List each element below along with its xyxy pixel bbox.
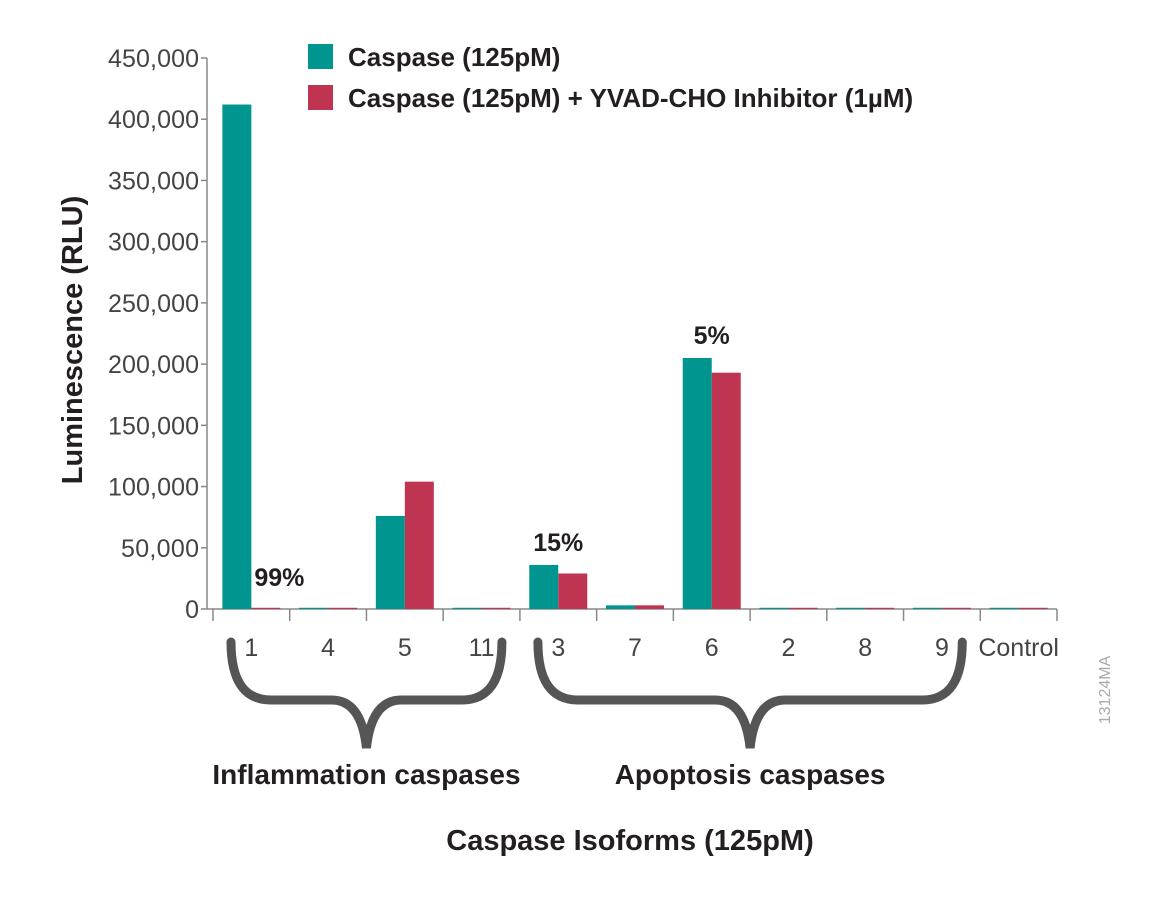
y-tick-label: 300,000 — [108, 229, 199, 257]
y-tick-label: 100,000 — [108, 474, 199, 502]
legend-swatch — [308, 85, 333, 110]
bars — [222, 104, 1048, 609]
x-tick-label: 2 — [782, 634, 796, 662]
bar-caspase — [222, 104, 252, 609]
bar-inhibitor — [404, 481, 434, 609]
legend: Caspase (125pM) Caspase (125pM) + YVAD-CH… — [308, 42, 913, 113]
x-tick-label: 5 — [398, 634, 412, 662]
x-tick-label: 8 — [858, 634, 872, 662]
annotation-label: 15% — [533, 529, 583, 557]
group-label: Apoptosis caspases — [615, 759, 886, 790]
figure-id: 13124MA — [1097, 655, 1114, 724]
bar-inhibitor — [865, 607, 895, 609]
annotation-label: 99% — [254, 564, 304, 592]
y-tick-label: 0 — [185, 596, 199, 624]
bar-caspase — [836, 607, 866, 609]
y-axis: 0 50,000 100,000 150,000 200,000 250,000 300,0… — [108, 45, 208, 624]
bar-inhibitor — [941, 607, 971, 609]
bar-inhibitor — [711, 372, 741, 609]
x-axis: 1 4 5 11 3 7 6 2 8 9 Control — [207, 608, 1059, 662]
y-tick-label: 350,000 — [108, 167, 199, 195]
y-tick-label: 400,000 — [108, 106, 199, 134]
bar-caspase — [299, 607, 329, 609]
bar-caspase — [682, 357, 712, 609]
y-tick-label: 200,000 — [108, 351, 199, 379]
y-tick-label: 450,000 — [108, 45, 199, 73]
bar-caspase — [375, 515, 405, 609]
bar-caspase — [606, 605, 635, 609]
bar-caspase — [912, 607, 942, 609]
bar-inhibitor — [635, 605, 664, 609]
x-tick-label: 7 — [628, 634, 642, 662]
bar-caspase — [989, 607, 1019, 609]
y-axis-label: Luminescence (RLU) — [57, 196, 89, 484]
annotations: 99% 15% 5% — [254, 322, 729, 592]
bar-inhibitor — [251, 607, 281, 609]
bar-caspase — [452, 607, 482, 609]
bar-caspase — [529, 564, 559, 609]
bar-inhibitor — [1018, 607, 1048, 609]
legend-swatch — [308, 44, 333, 69]
bar-caspase — [759, 607, 789, 609]
group-label: Inflammation caspases — [212, 759, 520, 790]
y-tick-label: 150,000 — [108, 412, 199, 440]
annotation-label: 5% — [694, 322, 730, 350]
x-tick-label: 9 — [935, 634, 949, 662]
y-tick-label: 250,000 — [108, 290, 199, 318]
x-axis-label: Caspase Isoforms (125pM) — [446, 825, 813, 857]
x-tick-label: Control — [978, 634, 1059, 662]
legend-label: Caspase (125pM) + YVAD-CHO Inhibitor (1µ… — [348, 83, 913, 113]
legend-label: Caspase (125pM) — [348, 42, 560, 72]
x-tick-label: 4 — [321, 634, 335, 662]
bar-inhibitor — [558, 573, 588, 609]
group-brace — [533, 637, 967, 749]
bar-inhibitor — [328, 607, 358, 609]
group-brace — [226, 637, 507, 749]
bar-inhibitor — [788, 607, 818, 609]
x-tick-label: 6 — [705, 634, 719, 662]
y-tick-label: 50,000 — [121, 535, 199, 563]
x-tick-label: 1 — [244, 634, 258, 662]
x-tick-label: 11 — [469, 634, 495, 662]
bar-inhibitor — [481, 607, 511, 609]
category-groups: Inflammation caspases Apoptosis caspases — [212, 637, 967, 790]
x-tick-label: 3 — [551, 634, 565, 662]
